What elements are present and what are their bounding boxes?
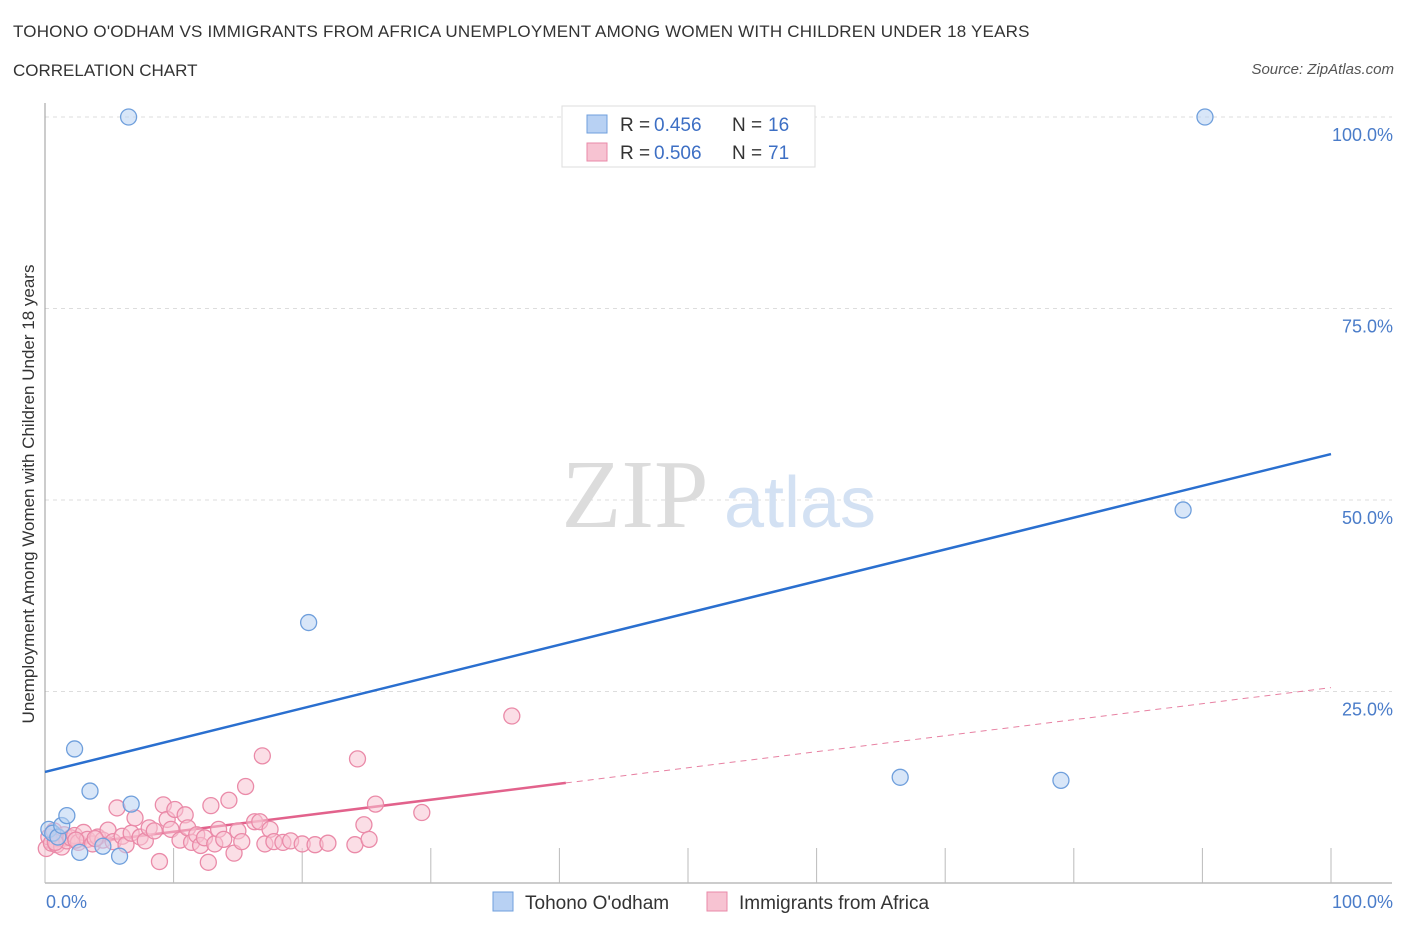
data-point-pink [233, 832, 251, 851]
legend-n-value: 16 [768, 115, 789, 136]
axis-layer: 100.0% 75.0% 50.0% 25.0% 0.0% 100.0% [44, 103, 1393, 912]
data-point-pink [202, 796, 220, 815]
y-tick-label: 25.0% [1342, 700, 1393, 720]
trend-line-extension-pink [565, 687, 1332, 784]
data-point-pink [366, 795, 385, 813]
legend-n-value: 71 [768, 143, 789, 164]
trend-line-blue [44, 452, 1332, 774]
legend-r-value: 0.506 [654, 143, 702, 164]
data-point-blue [119, 108, 138, 126]
data-point-pink [319, 834, 337, 852]
data-point-blue [58, 806, 76, 825]
chart-subtitle: CORRELATION CHART [13, 61, 198, 80]
data-point-blue [299, 613, 318, 632]
x-tick-label: 100.0% [1332, 892, 1393, 912]
data-point-blue [81, 782, 99, 800]
y-axis-label: Unemployment Among Women with Children U… [19, 265, 38, 724]
legend-r-value: 0.456 [654, 115, 702, 136]
data-point-pink [145, 822, 163, 840]
data-point-pink [348, 750, 367, 768]
y-tick-label: 100.0% [1332, 125, 1393, 145]
data-point-pink [253, 747, 271, 765]
source-label: Source: ZipAtlas.com [1251, 61, 1394, 78]
watermark-atlas: atlas [724, 463, 876, 543]
legend-swatch-blue [586, 114, 608, 134]
legend-r-label: R = [620, 143, 650, 164]
data-point-blue [94, 837, 112, 855]
bottom-legend: Tohono O'odham Immigrants from Africa [492, 891, 929, 914]
data-point-pink [215, 830, 233, 848]
data-point-blue [1196, 108, 1214, 126]
data-point-blue [1174, 501, 1192, 519]
legend-n-label: N = [732, 115, 762, 136]
y-tick-label: 75.0% [1342, 317, 1393, 337]
chart-title: TOHONO O'ODHAM VS IMMIGRANTS FROM AFRICA… [13, 22, 1030, 41]
data-point-pink [220, 791, 238, 809]
data-point-pink [236, 777, 255, 796]
data-point-pink [108, 799, 126, 817]
data-point-blue [122, 795, 140, 813]
legend-swatch-pink [586, 142, 608, 162]
data-point-blue [71, 843, 89, 862]
bottom-legend-swatch-pink [706, 891, 728, 912]
data-point-pink [503, 707, 521, 725]
bottom-legend-label: Tohono O'odham [525, 893, 669, 914]
data-point-pink [360, 830, 378, 848]
data-point-pink [199, 853, 217, 871]
bottom-legend-swatch-blue [492, 891, 514, 912]
watermark: ZIP atlas [562, 441, 877, 549]
legend: R = 0.456 N = 16 R = 0.506 N = 71 [561, 105, 816, 168]
data-point-blue [65, 740, 84, 758]
bottom-legend-label: Immigrants from Africa [739, 893, 929, 914]
watermark-zip: ZIP [562, 441, 709, 549]
data-point-pink [413, 803, 431, 822]
legend-n-label: N = [732, 143, 762, 164]
data-point-blue [891, 768, 909, 786]
points-layer [37, 108, 1214, 871]
data-point-pink [355, 816, 373, 834]
y-tick-label: 50.0% [1342, 508, 1393, 528]
data-point-blue [1052, 771, 1070, 790]
data-point-blue [110, 847, 129, 865]
data-point-pink [150, 852, 169, 871]
legend-r-label: R = [620, 115, 650, 136]
x-tick-label: 0.0% [46, 892, 87, 912]
